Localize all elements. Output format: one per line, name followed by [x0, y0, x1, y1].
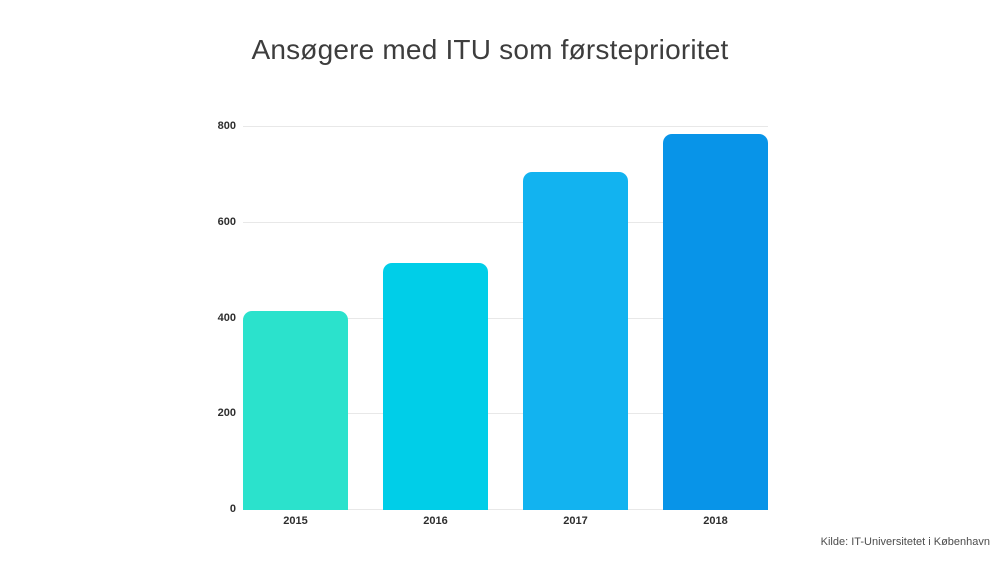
y-tick-label-0: 0 — [229, 503, 236, 515]
x-tick-label-2018: 2018 — [703, 515, 728, 527]
bar-2018 — [663, 134, 768, 510]
gridline-400 — [243, 317, 768, 319]
y-tick-label-600: 600 — [217, 215, 236, 228]
y-tick-label-800: 800 — [217, 120, 236, 132]
y-tick-label-200: 200 — [217, 407, 236, 420]
x-tick-label-2015: 2015 — [283, 515, 308, 527]
gridline-200 — [243, 413, 768, 415]
bar-2015 — [243, 311, 348, 510]
chart-title: Ansøgere med ITU som førsteprioritet — [251, 34, 729, 65]
bar-2017 — [523, 172, 628, 510]
x-tick-label-2017: 2017 — [563, 515, 588, 527]
source-caption: Kilde: IT-Universitetet i København — [820, 536, 990, 548]
plot-area: 0 200 400 600 800 2015 2016 2017 2018 — [218, 121, 768, 527]
gridline-800 — [243, 126, 768, 127]
y-tick-label-400: 400 — [217, 311, 236, 324]
bar-2016 — [383, 263, 488, 510]
gridline-0 — [243, 509, 768, 510]
x-tick-label-2016: 2016 — [423, 515, 448, 527]
gridline-600 — [243, 221, 768, 223]
